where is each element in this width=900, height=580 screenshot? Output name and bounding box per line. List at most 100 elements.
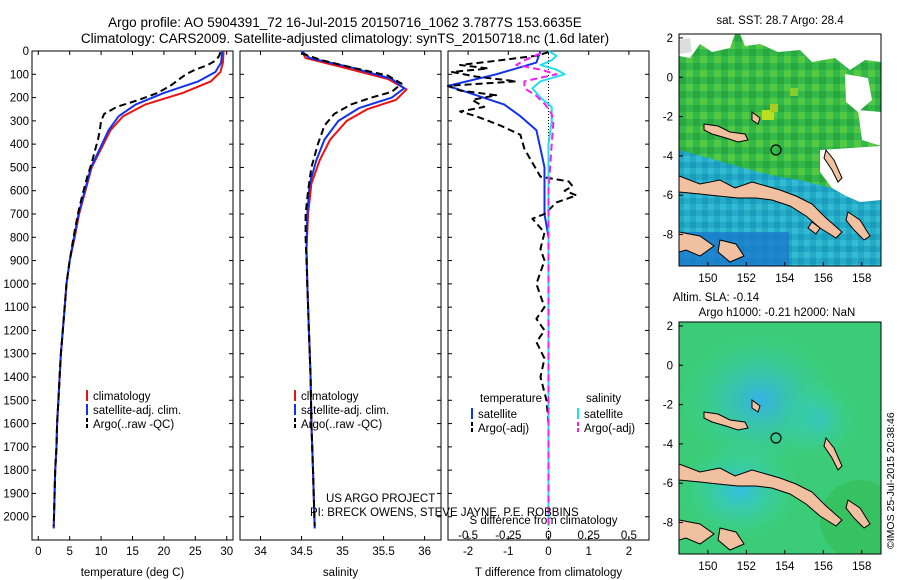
sst-map-title: sat. SST: 28.7 Argo: 28.4: [716, 15, 844, 27]
difference-xtick-label: 0: [545, 546, 551, 558]
sst_map-ytick-label: 0: [667, 72, 673, 84]
depth-tick-label: 1700: [3, 442, 29, 454]
temperature-xtick-label: 30: [220, 546, 233, 558]
sdiff-tick-label: 0.5: [621, 530, 637, 542]
sst-map-frame: [678, 33, 882, 267]
sdiff-tick-label: -0.5: [458, 530, 478, 542]
salinity-frame: [239, 50, 442, 541]
sla_map-xtick-label: 158: [852, 561, 871, 573]
sst-new-guinea-land: [679, 175, 843, 239]
depth-tick-label: 1300: [3, 349, 29, 361]
temperature-legend-label: satellite-adj. clim.: [93, 405, 181, 417]
sla-map-title-line1: Altim. SLA: -0.14: [673, 292, 760, 304]
difference-xtick-label: 2: [626, 546, 632, 558]
temperature-xlabel: temperature (deg C): [81, 567, 185, 579]
sst_map-xtick-label: 156: [814, 273, 833, 285]
difference-legend-label: satellite: [584, 409, 623, 421]
sla_map-ytick-label: 0: [667, 360, 673, 372]
depth-tick-label: 800: [10, 232, 29, 244]
sla-map: Altim. SLA: -0.14 Argo h1000: -0.21 h200…: [663, 292, 882, 573]
sla_map-ytick-label: -2: [663, 400, 673, 412]
temperature-xtick-label: 0: [35, 546, 41, 558]
difference-legend-label: Argo(-adj): [478, 423, 529, 435]
sdiff-xlabel: S difference from climatology: [469, 515, 617, 527]
salinity-xtick-label: 36: [418, 546, 431, 558]
temperature-legend-label: Argo(..raw -QC): [93, 419, 174, 431]
temperature-xtick-label: 10: [95, 546, 108, 558]
salinity-xtick-label: 34: [254, 546, 267, 558]
temperature-xtick-label: 15: [126, 546, 139, 558]
sdiff-tick-label: -0.25: [495, 530, 521, 542]
temperature-xtick-label: 25: [189, 546, 202, 558]
salinity-xtick-label: 34.5: [290, 546, 312, 558]
sdiff-tick-label: 0: [545, 530, 551, 542]
sst_map-ytick-label: -2: [663, 112, 673, 124]
salinity-panel: 34 34.5 35 35.5 36 salinity climatology satelli…: [239, 50, 442, 579]
salinity-legend-label: satellite-adj. clim.: [301, 405, 389, 417]
salinity-xtick-label: 35: [336, 546, 349, 558]
salinity-xlabel: salinity: [323, 567, 358, 579]
depth-tick-label: 0: [23, 46, 29, 58]
sla_map-xtick-label: 154: [775, 561, 795, 573]
salinity-legend-label: Argo(..raw -QC): [301, 419, 382, 431]
depth-tick-label: 1800: [3, 465, 29, 477]
sst-argo-marker: [770, 144, 782, 156]
depth-tick-label: 500: [10, 162, 29, 174]
difference-xtick-label: -1: [503, 546, 513, 558]
depth-tick-label: 1900: [3, 488, 29, 500]
difference-legend-label: Argo(-adj): [584, 423, 635, 435]
difference-legend-label: satellite: [478, 409, 517, 421]
depth-tick-label: 1000: [3, 279, 29, 291]
difference-xtick-label: 1: [585, 546, 591, 558]
sla_map-ytick-label: -8: [663, 518, 673, 530]
sla-argo-marker: [770, 432, 782, 444]
sst_map-xtick-label: 152: [737, 273, 756, 285]
imos-date-stamp: ©IMOS 25-Jul-2015 20:38:46: [885, 412, 897, 549]
temperature-panel: 0 5 10 15 20 25 30 temperature (deg C) 0 100 200 30…: [3, 46, 234, 579]
depth-tick-label: 1400: [3, 372, 29, 384]
figure-title-line1: Argo profile: AO 5904391_72 16-Jul-2015 …: [108, 15, 582, 30]
sla_map-ytick-label: 2: [667, 321, 673, 333]
sst_map-ytick-label: -8: [663, 230, 673, 242]
temperature-xtick-label: 5: [66, 546, 72, 558]
temperature-series-argo-raw-qc-: [52, 51, 222, 527]
sla-new-guinea-land: [679, 463, 843, 527]
sla-map-frame: [678, 321, 882, 555]
sst_map-ytick-label: 2: [667, 33, 673, 45]
sst_map-xtick-label: 158: [852, 273, 871, 285]
temperature-xtick-label: 20: [158, 546, 171, 558]
difference-series-t-argo: [447, 51, 578, 526]
depth-tick-label: 1500: [3, 395, 29, 407]
depth-tick-label: 100: [10, 69, 29, 81]
difference-legend-title: temperature: [480, 393, 542, 405]
sla_map-xtick-label: 156: [814, 561, 833, 573]
sst-bougainville-land: [823, 148, 843, 183]
sla_map-ytick-label: -4: [663, 439, 674, 451]
difference-xtick-label: -2: [463, 546, 473, 558]
depth-tick-label: 300: [10, 116, 29, 128]
depth-tick-label: 900: [10, 256, 29, 268]
temperature-legend-label: climatology: [93, 391, 151, 403]
depth-tick-label: 2000: [3, 512, 29, 524]
salinity-xtick-label: 35.5: [372, 546, 394, 558]
sst_map-ytick-label: -6: [663, 190, 673, 202]
depth-tick-label: 600: [10, 186, 29, 198]
depth-tick-label: 200: [10, 93, 29, 105]
salinity-series-argo-raw-qc-: [301, 52, 403, 527]
depth-tick-label: 1600: [3, 419, 29, 431]
depth-tick-label: 400: [10, 139, 29, 151]
difference-xlabel: T difference from climatology: [475, 567, 622, 579]
project-credit-line2: PI: BRECK OWENS, STEVE JAYNE, P.E. ROBBI…: [310, 507, 579, 519]
sst_map-xtick-label: 154: [775, 273, 795, 285]
sla_map-xtick-label: 152: [737, 561, 756, 573]
depth-tick-label: 1100: [4, 302, 29, 314]
difference-series-s-argo: [515, 52, 558, 526]
sst_map-xtick-label: 150: [698, 273, 717, 285]
depth-tick-label: 700: [10, 209, 29, 221]
sst-map: sat. SST: 28.7 Argo: 28.4: [663, 15, 882, 285]
figure-title-line2: Climatology: CARS2009. Satellite-adjuste…: [81, 31, 609, 46]
sla-map-title-line2: Argo h1000: -0.21 h2000: NaN: [699, 307, 856, 319]
map-panels: sat. SST: 28.7 Argo: 28.4: [663, 15, 882, 573]
